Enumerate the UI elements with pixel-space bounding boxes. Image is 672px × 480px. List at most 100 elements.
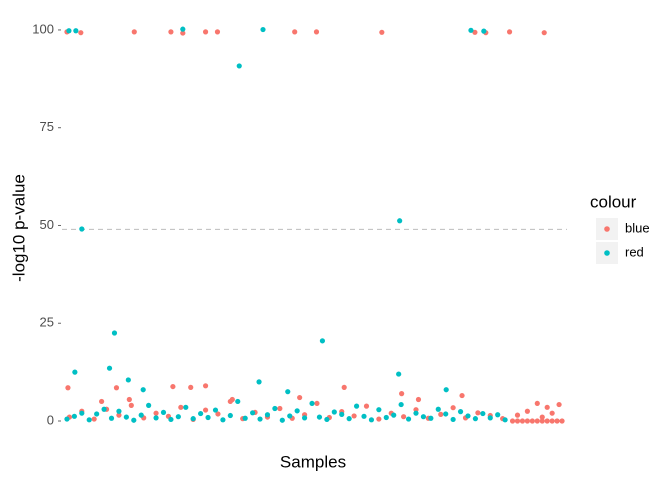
point [72, 369, 78, 375]
y-tick-label: 25 [40, 315, 54, 330]
point [415, 396, 422, 403]
point [524, 418, 530, 424]
point [260, 26, 266, 33]
point [108, 415, 115, 421]
point [472, 416, 479, 422]
point [376, 407, 382, 413]
point [376, 416, 382, 422]
point [405, 416, 412, 422]
x-axis-title: Samples [280, 452, 346, 471]
point [541, 30, 547, 36]
point [559, 418, 565, 424]
point [292, 29, 298, 35]
point [324, 416, 330, 423]
point [316, 414, 323, 420]
point [399, 391, 405, 397]
point [99, 398, 105, 405]
point [544, 404, 550, 410]
point [294, 408, 300, 414]
point [481, 28, 487, 34]
point [396, 371, 402, 377]
point [346, 416, 352, 422]
point [509, 418, 516, 424]
point [126, 396, 132, 403]
point [113, 385, 120, 391]
point [66, 28, 72, 34]
y-axis-title: -log10 p-value [9, 174, 28, 282]
point [272, 405, 278, 412]
point [428, 415, 434, 421]
point [544, 418, 550, 424]
point [202, 407, 209, 413]
point [131, 29, 137, 35]
point [256, 379, 262, 385]
point [514, 418, 521, 424]
point [309, 400, 315, 407]
point [140, 387, 146, 393]
point [227, 398, 233, 405]
point [524, 408, 530, 414]
point [341, 384, 347, 390]
point [450, 405, 456, 411]
point [383, 414, 389, 421]
point [116, 412, 122, 418]
point [236, 63, 242, 69]
point [319, 338, 326, 344]
point [379, 29, 385, 35]
point [339, 411, 345, 417]
point [279, 417, 285, 423]
point [138, 412, 144, 418]
point [368, 417, 375, 423]
point [401, 414, 407, 420]
point [391, 412, 397, 418]
point [79, 410, 85, 416]
point [539, 414, 545, 420]
point [220, 417, 226, 423]
point [106, 365, 113, 371]
point [198, 410, 204, 417]
point [202, 383, 209, 389]
point [457, 409, 464, 415]
point [314, 400, 320, 407]
point [128, 402, 134, 408]
point [202, 29, 209, 35]
point [86, 417, 92, 423]
point [111, 330, 118, 336]
point [242, 415, 248, 421]
point [64, 416, 70, 422]
point [549, 410, 555, 416]
point [94, 411, 100, 417]
point [468, 27, 474, 33]
point [297, 394, 303, 401]
point [495, 412, 501, 418]
point [168, 416, 174, 423]
point [459, 392, 465, 399]
point [79, 226, 85, 232]
point [190, 416, 196, 422]
point [170, 383, 176, 390]
point [153, 410, 159, 416]
point [257, 416, 263, 422]
legend-label: blue [625, 220, 650, 235]
point [101, 406, 107, 412]
legend-marker [604, 226, 610, 232]
legend-title: colour [590, 192, 637, 211]
point [235, 398, 241, 405]
point [301, 415, 308, 421]
y-tick-label: 0 [47, 412, 54, 427]
point [361, 413, 367, 419]
point [153, 415, 159, 421]
point [331, 409, 337, 415]
point [398, 401, 404, 408]
point [78, 30, 84, 36]
point [487, 415, 493, 421]
point [178, 404, 184, 410]
point [420, 414, 427, 420]
point [413, 410, 419, 416]
point [475, 410, 481, 416]
point [188, 384, 194, 390]
point [443, 387, 449, 393]
point [287, 413, 293, 419]
point [125, 377, 131, 383]
